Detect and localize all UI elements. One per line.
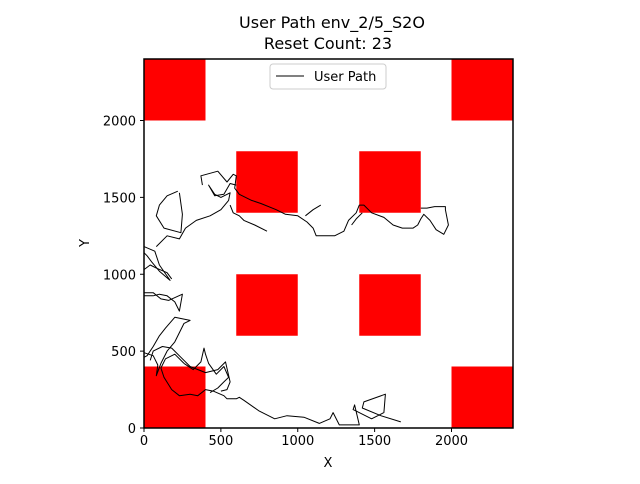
obstacle-3 bbox=[359, 151, 421, 213]
plot-frame bbox=[143, 58, 514, 429]
y-tick-label-1500: 1500 bbox=[103, 191, 136, 206]
y-tick-label-1000: 1000 bbox=[103, 268, 136, 283]
user-path-segment-5 bbox=[143, 246, 171, 281]
user-path-segment-11 bbox=[305, 204, 322, 217]
plot-area: 0 500 1000 1500 2000 0 500 1000 1500 2000 bbox=[103, 58, 514, 449]
obstacle-7 bbox=[451, 366, 513, 428]
x-tick-label-0: 0 bbox=[140, 434, 148, 449]
user-path-segment-1 bbox=[183, 347, 230, 394]
user-path-segment-7 bbox=[155, 183, 237, 247]
user-path-segment-8 bbox=[155, 190, 183, 234]
obstacle-6 bbox=[144, 366, 206, 428]
user-path-segment-4 bbox=[144, 292, 183, 312]
obstacle-2 bbox=[236, 151, 298, 213]
legend-label-user-path: User Path bbox=[314, 70, 376, 85]
legend-frame bbox=[269, 63, 387, 90]
obstacle-4 bbox=[236, 274, 298, 336]
obstacle-1 bbox=[451, 59, 513, 121]
x-axis-label: X bbox=[324, 456, 333, 471]
user-path-segment-0 bbox=[160, 353, 401, 426]
obstacle-5 bbox=[359, 274, 421, 336]
y-tick-label-0: 0 bbox=[128, 422, 136, 437]
user-path-segment-9 bbox=[200, 170, 449, 237]
user-path-segment-6 bbox=[143, 264, 173, 280]
y-tick-label-2000: 2000 bbox=[103, 115, 136, 130]
y-tick-label-500: 500 bbox=[111, 345, 136, 360]
y-axis-label: Y bbox=[78, 239, 93, 248]
chart-subtitle: Reset Count: 23 bbox=[264, 34, 392, 53]
user-path-segment-10 bbox=[229, 204, 268, 232]
x-tick-label-500: 500 bbox=[208, 434, 233, 449]
x-tick-label-1500: 1500 bbox=[358, 434, 391, 449]
chart-title: User Path env_2/5_S2O bbox=[239, 13, 425, 33]
legend: User Path bbox=[269, 63, 387, 90]
user-path-segment-2 bbox=[149, 346, 231, 392]
x-tick-label-2000: 2000 bbox=[435, 434, 468, 449]
obstacle-0 bbox=[144, 59, 206, 121]
user-path-segment-12 bbox=[351, 212, 363, 226]
x-tick-label-1000: 1000 bbox=[281, 434, 314, 449]
user-path-segment-3 bbox=[143, 316, 191, 377]
